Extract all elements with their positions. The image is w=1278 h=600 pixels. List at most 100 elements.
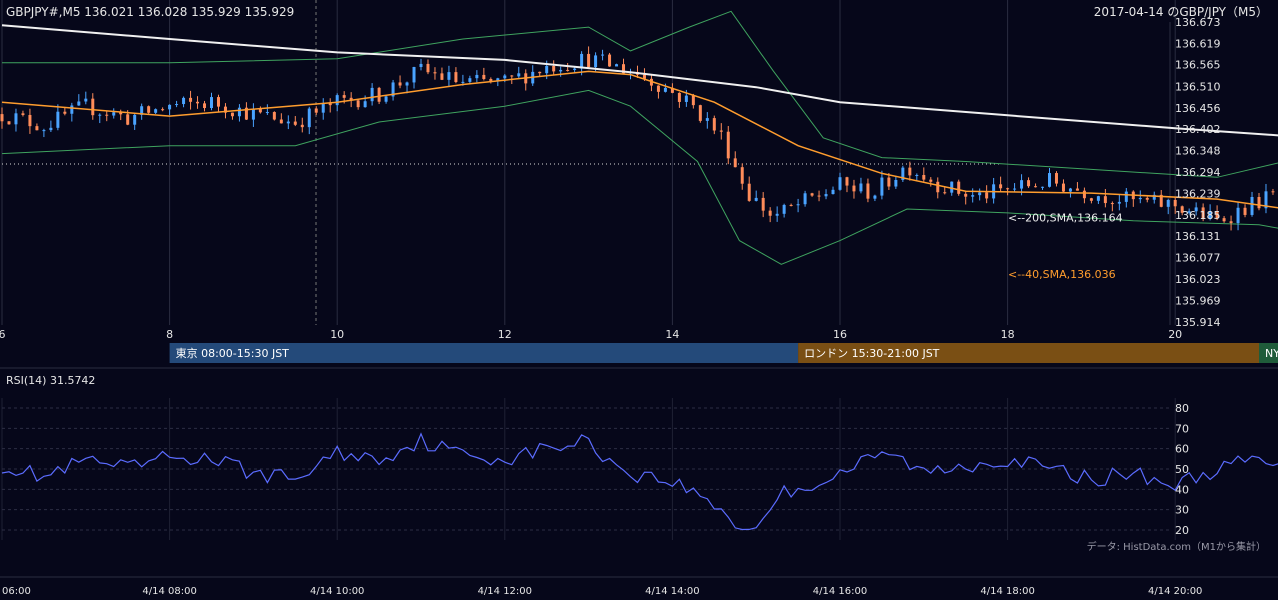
hour-tick-label: 16 <box>833 328 847 341</box>
candle-body <box>1096 196 1100 201</box>
sma40-label: <--40,SMA,136.036 <box>1008 268 1116 281</box>
candle-body <box>454 72 458 83</box>
candle-body <box>852 185 856 192</box>
candle-body <box>754 197 758 201</box>
date-tick-label: 4/14 20:00 <box>1148 586 1202 597</box>
candle-body <box>91 98 95 116</box>
candle-body <box>775 213 779 216</box>
candle-body <box>943 192 947 194</box>
candle-body <box>733 158 737 168</box>
sma200-line <box>1 24 1278 137</box>
hour-tick-label: 8 <box>166 328 173 341</box>
candle-body <box>300 124 304 128</box>
candle-body <box>475 74 479 79</box>
candle-body <box>510 75 514 77</box>
candle-body <box>1201 207 1205 219</box>
candle-body <box>971 195 975 197</box>
price-tick-label: 136.185 <box>1175 209 1221 222</box>
candle-body <box>286 121 290 124</box>
session-label: ロンドン 15:30-21:00 JST <box>804 347 940 360</box>
candle-body <box>196 101 200 104</box>
bollinger-lower <box>1 89 1278 265</box>
rsi-label: RSI(14) 31.5742 <box>6 374 95 387</box>
candle-body <box>1006 188 1010 190</box>
candle-body <box>705 118 709 121</box>
candle-body <box>1034 186 1038 188</box>
bollinger-upper <box>2 10 1278 178</box>
candle-body <box>1068 188 1072 192</box>
candle-body <box>272 112 276 120</box>
candle-body <box>265 112 269 114</box>
price-tick-label: 136.239 <box>1175 188 1221 201</box>
price-tick-label: 136.077 <box>1175 252 1221 265</box>
date-tick-label: 06:00 <box>2 586 31 597</box>
price-tick-label: 136.510 <box>1175 80 1221 93</box>
price-tick-label: 135.914 <box>1175 316 1221 329</box>
candle-body <box>496 78 500 82</box>
candle-body <box>28 114 32 127</box>
candle-body <box>168 104 172 110</box>
date-tick-label: 4/14 16:00 <box>813 586 867 597</box>
candle-body <box>377 87 381 102</box>
candle-body <box>14 113 18 125</box>
source-note: データ: HistData.com（M1から集計） <box>1087 540 1266 553</box>
candle-body <box>796 204 800 206</box>
rsi-tick-label: 60 <box>1175 443 1189 456</box>
price-tick-label: 136.456 <box>1175 102 1221 115</box>
candle-body <box>573 68 577 70</box>
candle-body <box>335 95 339 106</box>
session-block <box>1259 343 1278 363</box>
candle-body <box>105 114 109 116</box>
candle-body <box>587 53 591 68</box>
candle-body <box>433 72 437 74</box>
rsi-tick-label: 70 <box>1175 422 1189 435</box>
candle-body <box>1089 198 1093 201</box>
candle-body <box>175 104 179 106</box>
candle-body <box>1173 199 1177 207</box>
candle-body <box>831 189 835 195</box>
candle-body <box>258 109 262 113</box>
candle-body <box>1152 194 1156 200</box>
candle-body <box>140 106 144 115</box>
candle-body <box>887 177 891 187</box>
price-tick-label: 136.619 <box>1175 37 1221 50</box>
candle-body <box>1222 218 1226 222</box>
hour-tick-label: 18 <box>1001 328 1015 341</box>
candle-body <box>922 175 926 180</box>
candle-body <box>810 193 814 196</box>
candle-body <box>915 175 919 177</box>
rsi-tick-label: 30 <box>1175 504 1189 517</box>
sma40-line <box>1 70 1278 209</box>
candle-body <box>349 97 353 101</box>
candle-body <box>838 177 842 190</box>
candle-body <box>35 126 39 131</box>
sma200-label: <--200,SMA,136.164 <box>1008 212 1123 225</box>
candle-body <box>1215 211 1219 219</box>
candle-body <box>154 109 158 113</box>
candle-body <box>580 53 584 69</box>
price-tick-label: 136.131 <box>1175 230 1221 243</box>
candle-body <box>1194 207 1198 212</box>
candle-body <box>112 112 116 116</box>
candle-body <box>950 181 954 193</box>
candle-body <box>279 119 283 124</box>
candle-body <box>894 179 898 187</box>
candle-body <box>426 63 430 73</box>
hour-tick-label: 12 <box>498 328 512 341</box>
candle-body <box>370 87 374 102</box>
candle-body <box>1145 197 1149 200</box>
candle-body <box>440 73 444 80</box>
candle-body <box>63 111 67 114</box>
candle-body <box>1159 194 1163 207</box>
candle-body <box>936 181 940 193</box>
candle-body <box>999 184 1003 189</box>
candle-body <box>384 96 388 102</box>
candle-body <box>412 67 416 83</box>
candle-body <box>1271 191 1275 193</box>
candle-body <box>482 74 486 79</box>
candle-body <box>594 55 598 68</box>
price-tick-label: 136.402 <box>1175 123 1221 136</box>
candle-body <box>712 118 716 131</box>
candle-body <box>1103 196 1107 204</box>
rsi-tick-label: 20 <box>1175 524 1189 537</box>
